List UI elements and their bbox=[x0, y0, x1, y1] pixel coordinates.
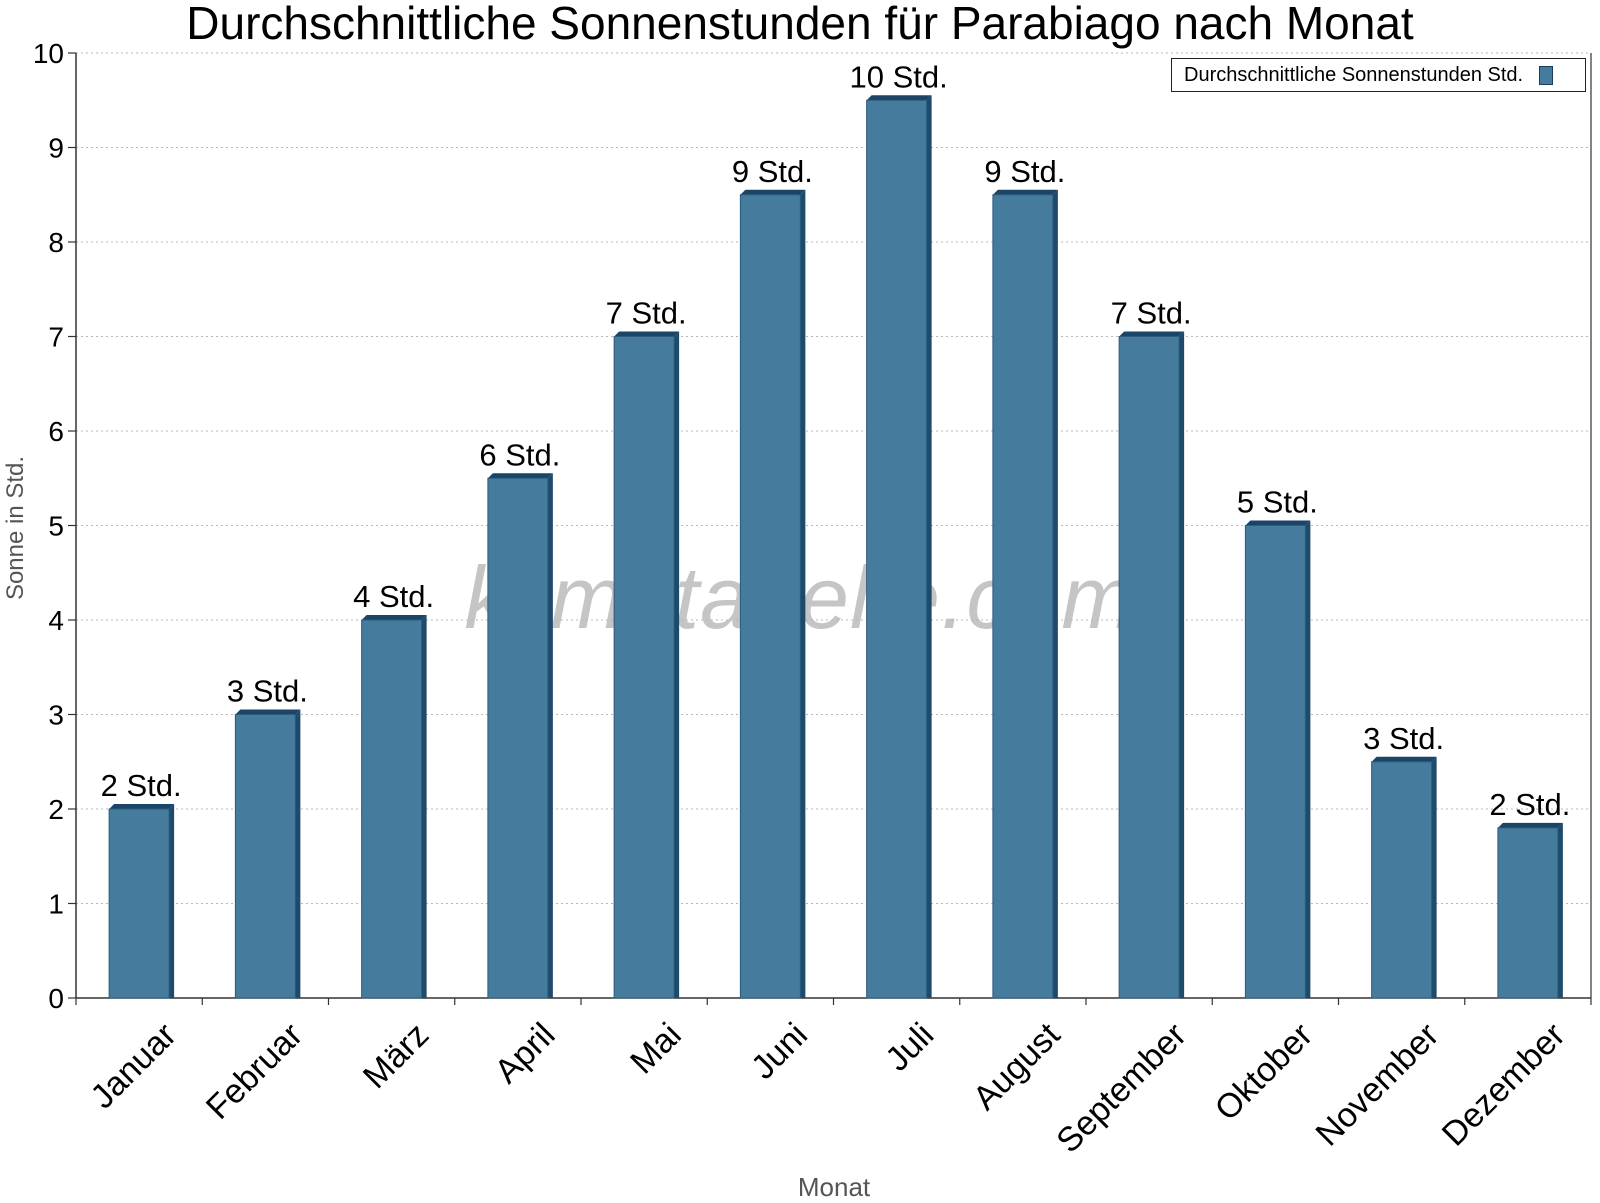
data-label: 5 Std. bbox=[1237, 485, 1318, 520]
data-label: 2 Std. bbox=[1489, 787, 1570, 822]
bar-top bbox=[487, 473, 553, 479]
data-label: 9 Std. bbox=[732, 154, 813, 189]
bar-mai bbox=[613, 336, 675, 999]
bar-top bbox=[1119, 331, 1185, 337]
bar-side bbox=[800, 189, 806, 998]
x-tick-label: Juli bbox=[878, 1016, 941, 1079]
bar-märz bbox=[361, 619, 423, 999]
y-tick-label: 8 bbox=[48, 227, 64, 258]
x-tick-label: März bbox=[356, 1016, 436, 1096]
x-tick-label: Mai bbox=[623, 1016, 689, 1082]
x-tick-label: Februar bbox=[199, 1016, 310, 1127]
y-tick-label: 9 bbox=[48, 133, 64, 164]
bar-april bbox=[487, 477, 549, 999]
data-label: 3 Std. bbox=[227, 674, 308, 709]
x-axis-label: Monat bbox=[797, 1172, 871, 1202]
legend-swatch bbox=[1539, 65, 1554, 85]
bar-top bbox=[866, 95, 932, 101]
y-axis-label: Sonne in Std. bbox=[2, 455, 29, 601]
y-tick-label: 5 bbox=[48, 511, 64, 542]
bar-side bbox=[1431, 756, 1437, 998]
y-tick-label: 3 bbox=[48, 700, 64, 731]
data-label: 6 Std. bbox=[479, 437, 560, 472]
bar-august bbox=[992, 194, 1054, 999]
x-tick-label: April bbox=[488, 1016, 563, 1091]
bar-side bbox=[1305, 520, 1311, 998]
bar-side bbox=[295, 709, 301, 998]
bar-januar bbox=[108, 808, 170, 999]
bar-oktober bbox=[1244, 525, 1306, 999]
data-label: 7 Std. bbox=[606, 296, 687, 331]
y-tick-label: 2 bbox=[48, 794, 64, 825]
chart-title: Durchschnittliche Sonnenstunden für Para… bbox=[186, 0, 1414, 49]
y-tick-label: 6 bbox=[48, 416, 64, 447]
bar-februar bbox=[234, 714, 296, 999]
y-tick-label: 7 bbox=[48, 322, 64, 353]
bar-top bbox=[740, 189, 806, 195]
y-tick-label: 4 bbox=[48, 605, 64, 636]
bar-top bbox=[992, 189, 1058, 195]
bar-side bbox=[674, 331, 680, 998]
x-tick-label: Oktober bbox=[1208, 1016, 1320, 1128]
bar-november bbox=[1371, 761, 1433, 999]
bar-top bbox=[109, 804, 175, 809]
data-label: 9 Std. bbox=[984, 154, 1065, 189]
bar-side bbox=[169, 804, 175, 998]
bar-juni bbox=[739, 194, 801, 999]
data-label: 10 Std. bbox=[850, 59, 948, 94]
bar-top bbox=[1497, 822, 1563, 828]
legend-label: Durchschnittliche Sonnenstunden Std. bbox=[1184, 63, 1524, 86]
bar-side bbox=[421, 615, 427, 998]
bar-juli bbox=[866, 99, 928, 999]
bar-side bbox=[1052, 189, 1058, 998]
x-tick-label: September bbox=[1049, 1016, 1193, 1160]
x-tick-label: Januar bbox=[83, 1016, 183, 1116]
bar-top bbox=[614, 331, 680, 337]
x-tick-label: November bbox=[1308, 1016, 1446, 1154]
y-tick-label: 1 bbox=[48, 889, 64, 920]
bar-top bbox=[235, 709, 301, 715]
y-tick-label: 0 bbox=[48, 983, 64, 1014]
bar-dezember bbox=[1497, 827, 1559, 999]
x-tick-label: Dezember bbox=[1435, 1016, 1573, 1154]
x-tick-label: Juni bbox=[744, 1016, 815, 1087]
data-label: 4 Std. bbox=[353, 579, 434, 614]
bar-september bbox=[1118, 336, 1180, 999]
data-label: 7 Std. bbox=[1111, 296, 1192, 331]
bar-side bbox=[1557, 822, 1563, 998]
bar-top bbox=[361, 615, 427, 620]
x-tick-label: August bbox=[966, 1015, 1068, 1117]
bar-side bbox=[926, 95, 932, 998]
bar-top bbox=[1245, 520, 1311, 526]
bar-side bbox=[1179, 331, 1185, 998]
data-label: 2 Std. bbox=[101, 768, 182, 803]
y-tick-label: 10 bbox=[33, 38, 64, 69]
bar-top bbox=[1371, 756, 1437, 762]
bar-side bbox=[547, 473, 553, 998]
data-label: 3 Std. bbox=[1363, 721, 1444, 756]
legend: Durchschnittliche Sonnenstunden Std. bbox=[1171, 58, 1586, 92]
